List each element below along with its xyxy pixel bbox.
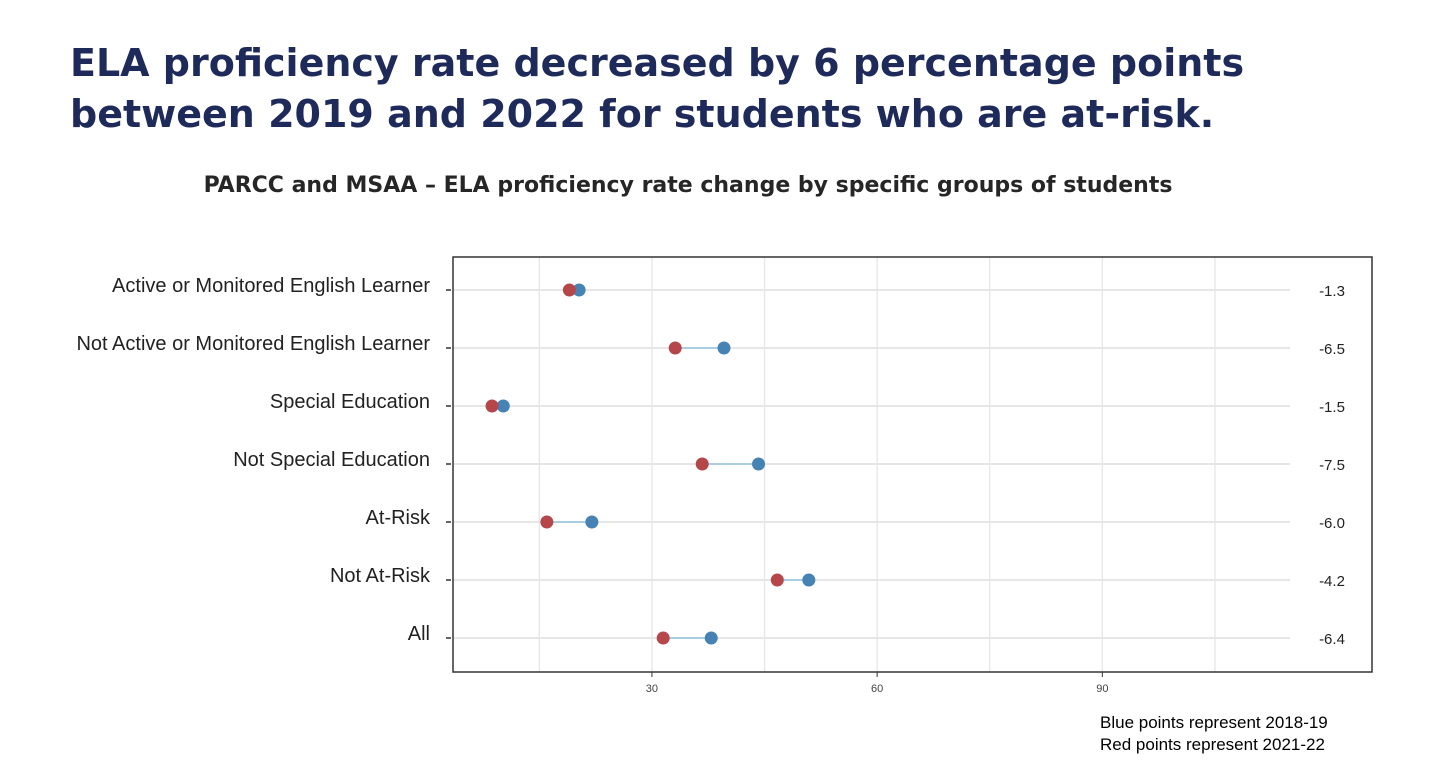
point-2018-19 [802,573,816,587]
category-label: Not Active or Monitored English Learner [76,333,430,355]
x-tick-label: 60 [871,683,883,695]
change-label: -6.5 [1319,341,1345,358]
point-2021-22 [485,399,499,413]
category-label: Not At-Risk [330,565,431,587]
point-2021-22 [695,457,709,471]
change-label: -4.2 [1319,573,1345,590]
point-2021-22 [562,283,576,297]
chart-title: PARCC and MSAA – ELA proficiency rate ch… [203,173,1173,198]
point-2018-19 [572,283,586,297]
point-2021-22 [656,631,670,645]
point-2021-22 [668,341,682,355]
change-label: -6.4 [1319,631,1345,648]
legend-red-text: Red points represent 2021-22 [1100,735,1325,754]
point-2018-19 [496,399,510,413]
category-label: Not Special Education [233,449,430,471]
headline-line-2: between 2019 and 2022 for students who a… [70,92,1215,136]
change-label: -1.5 [1319,399,1345,416]
category-label: All [408,623,430,645]
point-2018-19 [585,515,599,529]
category-label: Special Education [270,391,430,413]
plot-border [452,256,1373,673]
point-2018-19 [704,631,718,645]
legend-blue-text: Blue points represent 2018-19 [1100,713,1328,732]
category-label: Active or Monitored English Learner [112,275,430,297]
point-2021-22 [540,515,554,529]
page-headline: ELA proficiency rate decreased by 6 perc… [70,38,1370,140]
x-tick-label: 30 [646,683,658,695]
legend-note: Blue points represent 2018-19 Red points… [1100,712,1328,756]
category-label: At-Risk [366,507,431,529]
change-label: -7.5 [1319,457,1345,474]
change-label: -6.0 [1319,515,1345,532]
change-label: -1.3 [1319,283,1345,300]
point-2018-19 [717,341,731,355]
point-2021-22 [770,573,784,587]
x-tick-label: 90 [1096,683,1108,695]
headline-line-1: ELA proficiency rate decreased by 6 perc… [70,41,1245,85]
point-2018-19 [752,457,766,471]
